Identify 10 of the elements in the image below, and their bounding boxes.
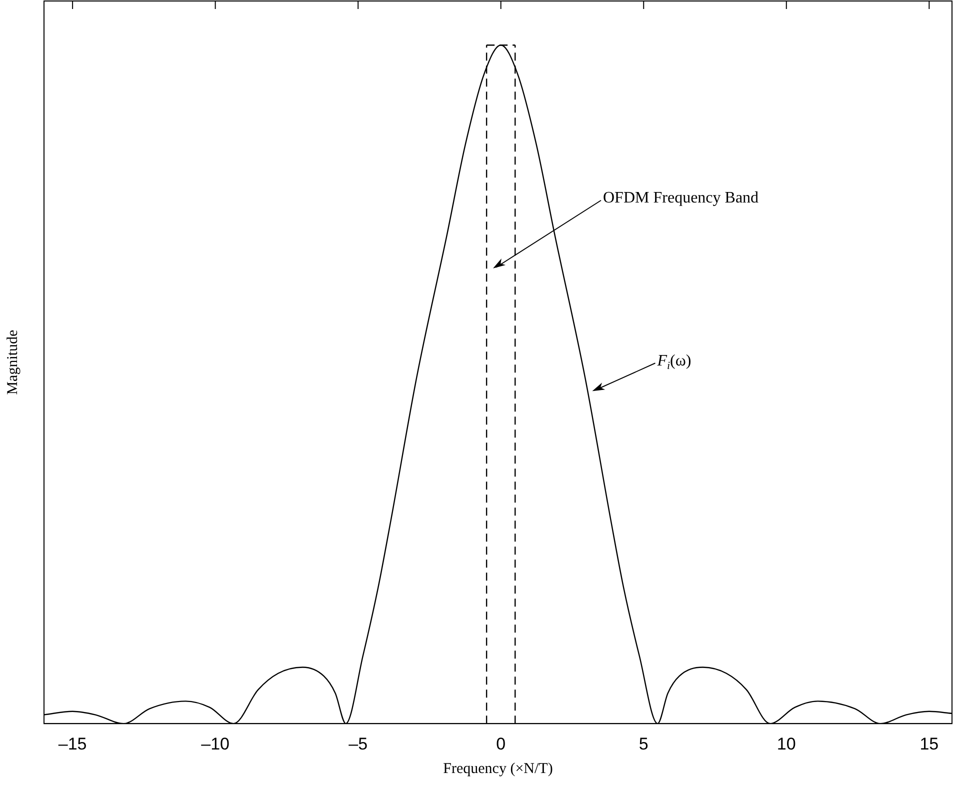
- x-tick-label: 5: [638, 734, 648, 754]
- x-tick-label: 10: [776, 734, 796, 754]
- x-tick-label: –5: [348, 734, 368, 754]
- x-tick-label: –10: [201, 734, 230, 754]
- x-axis-title: Frequency (×N/T): [443, 760, 553, 777]
- y-axis-title: Magnitude: [4, 329, 21, 395]
- x-tick-label: 15: [920, 734, 939, 754]
- x-tick-label: –15: [58, 734, 87, 754]
- x-tick-label: 0: [496, 734, 506, 754]
- annotation: OFDM Frequency Band: [603, 190, 759, 207]
